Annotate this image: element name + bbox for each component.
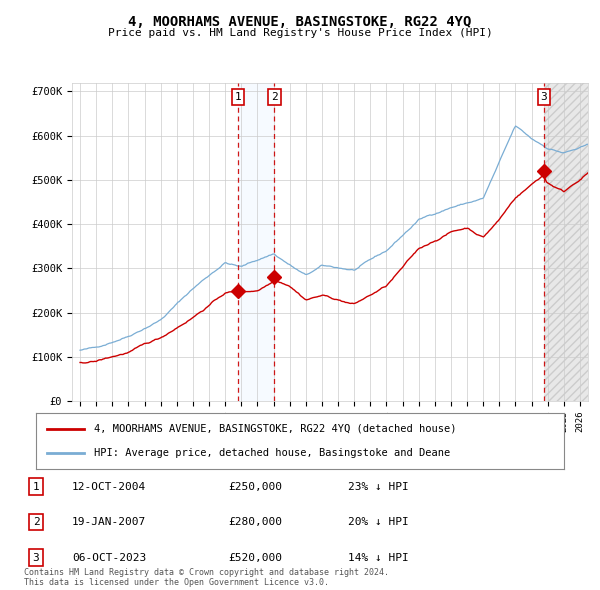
Text: 3: 3 [32,553,40,562]
Text: 1: 1 [235,92,241,102]
Text: 14% ↓ HPI: 14% ↓ HPI [348,553,409,562]
Text: 4, MOORHAMS AVENUE, BASINGSTOKE, RG22 4YQ: 4, MOORHAMS AVENUE, BASINGSTOKE, RG22 4Y… [128,15,472,29]
Text: £280,000: £280,000 [228,517,282,527]
Text: 3: 3 [541,92,547,102]
Text: 12-OCT-2004: 12-OCT-2004 [72,482,146,491]
Text: 1: 1 [32,482,40,491]
Text: £250,000: £250,000 [228,482,282,491]
Text: 4, MOORHAMS AVENUE, BASINGSTOKE, RG22 4YQ (detached house): 4, MOORHAMS AVENUE, BASINGSTOKE, RG22 4Y… [94,424,457,434]
Text: Contains HM Land Registry data © Crown copyright and database right 2024.
This d: Contains HM Land Registry data © Crown c… [24,568,389,587]
Bar [544,83,588,401]
Text: £520,000: £520,000 [228,553,282,562]
Bar [238,83,274,401]
Text: 19-JAN-2007: 19-JAN-2007 [72,517,146,527]
Text: Price paid vs. HM Land Registry's House Price Index (HPI): Price paid vs. HM Land Registry's House … [107,28,493,38]
Text: 20% ↓ HPI: 20% ↓ HPI [348,517,409,527]
Text: 06-OCT-2023: 06-OCT-2023 [72,553,146,562]
Text: HPI: Average price, detached house, Basingstoke and Deane: HPI: Average price, detached house, Basi… [94,448,451,458]
Text: 2: 2 [271,92,278,102]
Text: 23% ↓ HPI: 23% ↓ HPI [348,482,409,491]
Text: 2: 2 [32,517,40,527]
